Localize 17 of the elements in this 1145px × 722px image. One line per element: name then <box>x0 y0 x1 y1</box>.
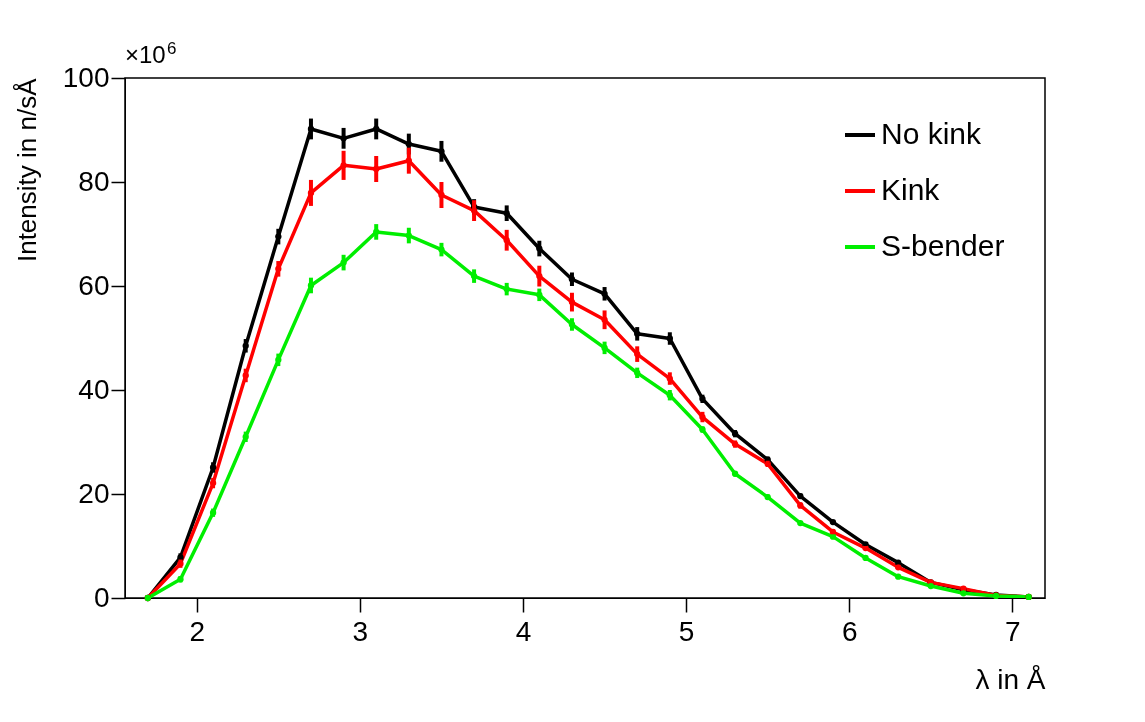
x-tick-label: 3 <box>352 615 369 647</box>
x-tick-label: 6 <box>841 615 858 647</box>
y-axis-title: Intensity in n/sÅ <box>11 77 42 263</box>
legend-label: S-bender <box>881 229 1005 262</box>
y-tick-label: 20 <box>78 477 110 509</box>
y-tick-label: 40 <box>78 373 110 405</box>
y-tick-label: 80 <box>78 165 110 197</box>
x-tick-label: 4 <box>515 615 532 647</box>
x-axis-title: λ in Å <box>975 663 1046 695</box>
legend-label: No kink <box>881 117 983 150</box>
y-tick-label: 0 <box>93 581 110 613</box>
y-tick-label: 60 <box>78 269 110 301</box>
x-tick-label: 2 <box>189 615 206 647</box>
x-tick-label: 7 <box>1005 615 1021 647</box>
x-tick-label: 5 <box>678 615 695 647</box>
y-tick-label: 100 <box>62 61 110 93</box>
legend-label: Kink <box>881 173 941 206</box>
